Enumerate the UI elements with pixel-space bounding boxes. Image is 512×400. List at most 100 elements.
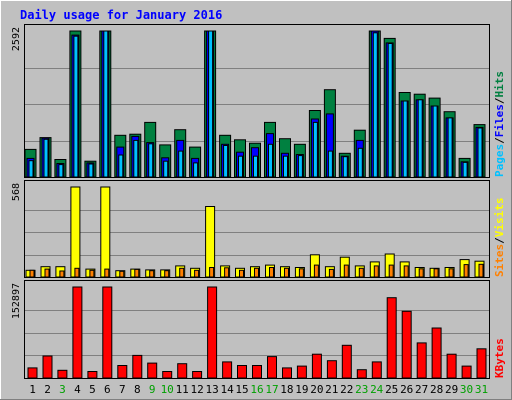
- x-tick-label-day-18: 18: [280, 383, 293, 396]
- bar-kbytes-day-20: [311, 353, 322, 379]
- x-tick-label-day-30: 30: [460, 383, 473, 396]
- bar-kbytes-day-2: [42, 355, 53, 379]
- bar-sites-day-12: [194, 269, 200, 278]
- panel-kbytes-legend: KBytes: [493, 338, 506, 378]
- bar-sites-day-3: [59, 270, 65, 278]
- bar-kbytes-day-28: [431, 327, 442, 379]
- bar-visits-day-6: [100, 186, 111, 278]
- bar-sites-day-5: [89, 269, 95, 278]
- series-kbytes: [27, 286, 487, 379]
- bar-kbytes-day-23: [356, 369, 367, 379]
- x-tick-label-day-22: 22: [340, 383, 353, 396]
- bar-sites-day-8: [134, 268, 140, 278]
- x-tick-label-day-27: 27: [415, 383, 428, 396]
- bar-sites-day-17: [269, 267, 274, 278]
- bar-kbytes-day-12: [192, 371, 203, 379]
- bar-sites-day-30: [463, 264, 469, 278]
- bar-pages-day-15: [238, 155, 243, 178]
- bar-pages-day-24: [372, 32, 378, 178]
- x-tick-label-day-21: 21: [325, 383, 338, 396]
- bar-kbytes-day-1: [27, 367, 38, 379]
- bar-kbytes-day-15: [237, 365, 247, 379]
- panel-sites-visits-legend-separator: /: [493, 237, 506, 244]
- bar-sites-day-16: [254, 267, 259, 278]
- bar-kbytes-day-10: [162, 371, 173, 379]
- bar-sites-day-9: [149, 270, 155, 278]
- bar-sites-day-28: [433, 268, 439, 278]
- series-sites: [29, 263, 484, 278]
- bar-kbytes-day-24: [371, 361, 382, 379]
- bar-sites-day-20: [313, 264, 319, 278]
- series-pages: [28, 30, 483, 178]
- x-tick-label-day-1: 1: [29, 383, 36, 396]
- bar-kbytes-day-9: [147, 362, 158, 379]
- bar-pages-day-11: [178, 150, 184, 178]
- bar-kbytes-day-18: [282, 367, 292, 379]
- bar-kbytes-day-30: [461, 365, 472, 379]
- x-tick-label-day-16: 16: [250, 383, 263, 396]
- bar-pages-day-18: [283, 155, 288, 178]
- x-tick-label-day-3: 3: [59, 383, 66, 396]
- bar-pages-day-12: [193, 162, 199, 178]
- bar-pages-day-31: [477, 127, 483, 178]
- bar-kbytes-day-5: [87, 371, 98, 379]
- bar-visits-day-4: [70, 186, 81, 278]
- bar-pages-day-13: [208, 30, 214, 178]
- bar-sites-day-27: [418, 268, 424, 278]
- x-tick-label-day-28: 28: [430, 383, 443, 396]
- bar-kbytes-day-31: [476, 348, 487, 379]
- bar-kbytes-day-21: [326, 360, 337, 379]
- panel-pages-files-hits-legend: Pages/Files/Hits: [493, 71, 506, 177]
- bar-pages-day-10: [163, 160, 169, 178]
- bar-sites-day-4: [74, 267, 80, 278]
- bar-sites-day-31: [478, 263, 484, 278]
- bar-pages-day-5: [88, 163, 94, 178]
- bar-sites-day-13: [209, 267, 215, 278]
- x-tick-label-day-29: 29: [445, 383, 458, 396]
- bar-kbytes-day-6: [102, 286, 113, 379]
- bar-pages-day-17: [268, 143, 273, 178]
- x-tick-label-day-20: 20: [310, 383, 323, 396]
- panel-pages-files-hits-legend-separator: /: [493, 97, 506, 104]
- bar-pages-day-2: [43, 138, 49, 178]
- x-tick-label-day-8: 8: [134, 383, 141, 396]
- bar-pages-day-26: [402, 100, 408, 178]
- bar-visits-day-13: [205, 206, 216, 278]
- bar-pages-day-21: [327, 150, 333, 178]
- panel-pages-files-hits-legend-separator: /: [493, 137, 506, 144]
- bar-pages-day-3: [58, 164, 64, 178]
- x-tick-label-day-9: 9: [149, 383, 156, 396]
- x-tick-label-day-10: 10: [161, 383, 174, 396]
- bar-sites-day-2: [44, 268, 50, 278]
- bar-sites-day-15: [239, 269, 244, 278]
- bar-pages-day-27: [417, 99, 423, 178]
- bar-kbytes-day-17: [267, 356, 277, 379]
- bar-sites-day-1: [29, 269, 35, 278]
- bar-pages-day-8: [133, 139, 139, 178]
- bar-sites-day-18: [284, 267, 289, 278]
- bar-kbytes-day-25: [386, 297, 397, 379]
- bar-pages-day-29: [447, 117, 453, 178]
- x-tick-label-day-14: 14: [220, 383, 234, 396]
- chart-panels: 2592Pages/Files/Hits568Sites/Visits15289…: [11, 24, 506, 379]
- chart-title: Daily usage for January 2016: [20, 8, 222, 22]
- panel-sites-visits-legend-sites: Sites: [493, 244, 506, 277]
- bar-sites-day-26: [403, 265, 409, 278]
- panel-sites-visits-legend-visits: Visits: [493, 198, 506, 238]
- bar-kbytes-day-22: [341, 344, 352, 379]
- bar-kbytes-day-7: [117, 365, 128, 379]
- bar-pages-day-30: [462, 161, 468, 178]
- panel-kbytes: 152897 KBytes: [11, 280, 506, 379]
- bar-kbytes-day-19: [296, 365, 307, 379]
- bar-sites-day-23: [358, 267, 364, 278]
- bar-pages-day-22: [342, 156, 348, 178]
- panel-sites-visits-max-label: 568: [11, 183, 22, 201]
- x-tick-label-day-6: 6: [104, 383, 111, 396]
- x-tick-label-day-2: 2: [44, 383, 51, 396]
- bar-pages-day-6: [103, 30, 109, 178]
- panel-pages-files-hits-legend-pages: Pages: [493, 144, 506, 177]
- bar-sites-day-24: [373, 265, 379, 278]
- x-tick-label-day-7: 7: [119, 383, 126, 396]
